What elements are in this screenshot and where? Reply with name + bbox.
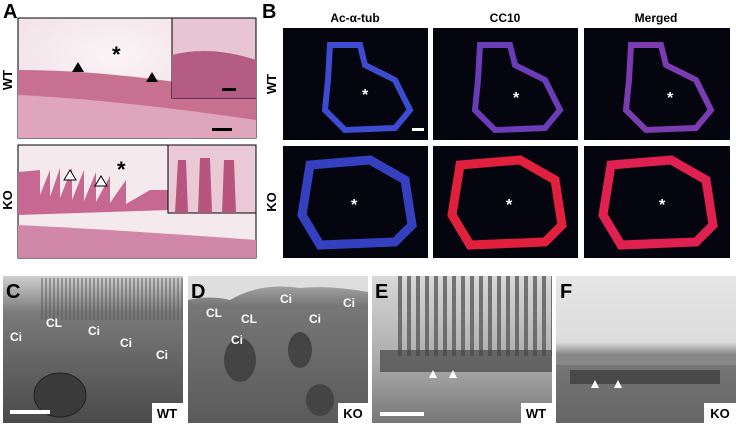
genotype-label: WT: [157, 406, 177, 421]
panel-b: B Ac-α-tub CC10 Merged WT KO * * * * * *: [262, 1, 730, 258]
panel-a: A * WT * KO: [0, 1, 257, 259]
lumen-marker: *: [351, 197, 358, 214]
lumen-marker: *: [506, 197, 513, 214]
row-label: KO: [264, 192, 279, 212]
nucleus: [288, 332, 312, 368]
lumen: [188, 276, 368, 300]
row-label: WT: [0, 70, 15, 90]
nucleus: [224, 338, 256, 382]
tissue: [175, 158, 236, 213]
nucleus: [306, 384, 334, 416]
genotype-box: [152, 403, 183, 423]
airway-ring: [622, 42, 715, 134]
airway-ring: [598, 155, 718, 250]
cell-label: Ci: [231, 333, 243, 347]
panel-e: E WT: [372, 276, 552, 423]
genotype-box: [521, 403, 552, 423]
em-image: [556, 276, 736, 423]
genotype-label: KO: [710, 406, 730, 421]
panel-letter: E: [375, 281, 388, 303]
lumen-marker: *: [513, 90, 520, 107]
arrowhead: [591, 380, 622, 388]
panel-f: F KO: [556, 276, 736, 423]
cell-label: Ci: [10, 330, 22, 344]
genotype-label: WT: [526, 406, 546, 421]
tissue: [172, 51, 256, 98]
cell-label: Ci: [280, 292, 292, 306]
lumen-marker: *: [362, 87, 369, 104]
lumen-marker: *: [117, 157, 126, 182]
tissue: [18, 168, 170, 215]
scale-bar: [10, 410, 50, 414]
tissue: [18, 225, 256, 258]
genotype-box: [704, 403, 736, 423]
cell-label: Ci: [343, 296, 355, 310]
microvilli: [556, 355, 736, 365]
cell-label: Ci: [88, 324, 100, 338]
scale-bar: [380, 412, 424, 416]
tissue: [18, 95, 256, 138]
airway-ring: [297, 155, 417, 250]
column-title: CC10: [490, 11, 521, 25]
airway-ring: [471, 42, 564, 134]
nucleus: [33, 372, 87, 418]
panel-letter: D: [191, 281, 205, 303]
cell-label: CL: [46, 316, 62, 330]
cilia: [40, 278, 183, 320]
lumen-marker: *: [112, 42, 121, 67]
genotype-label: KO: [343, 406, 363, 421]
column-title: Ac-α-tub: [330, 11, 379, 25]
cilia: [395, 276, 552, 356]
scale-bar: [412, 128, 424, 131]
scale-bar: [222, 88, 236, 91]
panel-d: D CL CL Ci Ci Ci Ci KO: [188, 276, 368, 423]
lumen-marker: *: [667, 90, 674, 107]
em-image: [188, 276, 368, 423]
airway-ring: [447, 155, 567, 250]
scale-bar: [212, 128, 232, 131]
cell-label: Ci: [156, 348, 168, 362]
basal-bodies: [570, 370, 720, 384]
arrowhead: [72, 62, 158, 82]
lumen-marker: *: [659, 197, 666, 214]
genotype-box: [338, 403, 368, 423]
row-label: KO: [0, 190, 15, 210]
row-label: WT: [264, 74, 279, 94]
basal-bodies: [380, 350, 552, 372]
panel-letter: F: [560, 281, 572, 303]
cell-label: Ci: [309, 312, 321, 326]
fluor-row-wt: * * *: [283, 28, 730, 140]
panel-letter: C: [6, 281, 20, 303]
open-arrowhead: [63, 169, 108, 187]
cell-label: CL: [241, 312, 257, 326]
airway-ring: [321, 42, 414, 134]
cell-label: CL: [206, 306, 222, 320]
arrowhead: [429, 370, 457, 378]
cell-label: Ci: [120, 336, 132, 350]
fluor-row-ko: * * *: [283, 146, 730, 258]
panel-c: C Ci CL Ci Ci Ci WT: [3, 276, 183, 423]
column-title: Merged: [635, 11, 678, 25]
panel-letter: A: [3, 1, 17, 23]
panel-letter: B: [262, 1, 276, 23]
